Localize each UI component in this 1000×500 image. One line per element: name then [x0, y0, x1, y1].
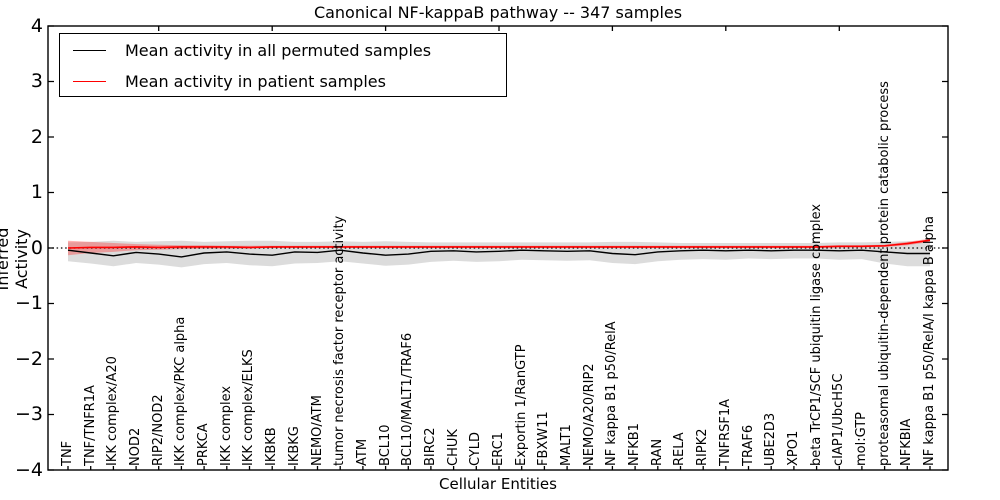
x-tick-label: mol:GTP: [853, 412, 869, 466]
y-tick-label: 2: [30, 125, 43, 148]
legend-item-permuted: Mean activity in all permuted samples: [60, 35, 506, 65]
x-tick-label: IKK complex/ELKS: [241, 349, 257, 466]
x-tick-label: XPO1: [785, 430, 801, 466]
x-tick-label: ATM: [354, 438, 370, 466]
x-tick-label: RIPK2: [695, 428, 711, 466]
x-tick-label: NEMO/ATM: [309, 395, 325, 466]
chart-title: Canonical NF-kappaB pathway -- 347 sampl…: [313, 3, 683, 22]
permuted-mean-line: [67, 249, 930, 258]
x-tick-label: TNFRSF1A: [717, 398, 733, 466]
x-tick-label: RIP2/NOD2: [150, 394, 166, 466]
y-tick-label: 4: [30, 14, 43, 37]
x-tick-label: NOD2: [128, 427, 144, 466]
x-tick-label: IKK complex: [218, 385, 234, 466]
x-tick-label: MALT1: [559, 424, 575, 466]
axis-ticks: [48, 25, 948, 471]
legend-item-patient: Mean activity in patient samples: [60, 66, 506, 96]
x-axis-label: Cellular Entities: [439, 475, 557, 493]
x-tick-label: NF kappa B1 p50/RelA/I kappa B alpha: [922, 216, 937, 466]
x-tick-label: RAN: [649, 438, 665, 466]
y-tick-label: −4: [14, 458, 43, 481]
y-tick-label: 3: [30, 70, 43, 92]
x-tick-label: NEMO/A20/RIP2: [581, 363, 597, 466]
x-tick-label: IKBKG: [286, 426, 302, 466]
y-tick-label: −2: [14, 347, 43, 370]
y-tick-label: 1: [30, 181, 43, 203]
legend-line-patient-icon: [73, 80, 106, 82]
x-tick-label: Exportin 1/RanGTP: [513, 344, 529, 466]
x-tick-label: proteasomal ubiquitin-dependent protein …: [876, 81, 892, 466]
y-tick-label: −3: [14, 403, 43, 425]
x-tick-label: ERC1: [491, 432, 506, 466]
legend: Mean activity in all permuted samples Me…: [59, 33, 507, 97]
y-tick-label: 0: [30, 236, 43, 259]
x-tick-label: CHUK: [445, 429, 461, 466]
x-tick-label: TNF: [60, 440, 75, 466]
x-tick-label: BCL10: [377, 424, 393, 466]
x-tick-label: IKK complex/A20: [105, 356, 121, 466]
x-tick-label: beta TrCP1/SCF ubiquitin ligase complex: [808, 203, 824, 466]
x-tick-label: TRAF6: [740, 424, 756, 466]
x-tick-label: RELA: [672, 432, 688, 466]
x-tick-label: IKK complex/PKC alpha: [173, 316, 189, 466]
x-tick-label: PRKCA: [196, 423, 212, 466]
x-tick-label: FBXW11: [536, 411, 552, 466]
x-tick-label: cIAP1/UbcH5C: [831, 373, 847, 466]
legend-label-permuted: Mean activity in all permuted samples: [125, 40, 432, 60]
patient-mean-line: [67, 239, 931, 249]
x-tick-label: tumor necrosis factor receptor activity: [332, 215, 348, 466]
legend-label-patient: Mean activity in patient samples: [125, 71, 386, 91]
x-tick-label: UBE2D3: [763, 412, 779, 466]
x-tick-label: BCL10/MALT1/TRAF6: [400, 332, 416, 466]
legend-line-permuted-icon: [73, 49, 106, 51]
y-tick-label: −1: [14, 292, 43, 314]
x-tick-label: NF kappa B1 p50/RelA: [604, 321, 620, 466]
x-tick-label: IKBKB: [264, 427, 280, 466]
x-tick-label: NFKBIA: [899, 418, 915, 466]
x-tick-label: CYLD: [468, 431, 484, 466]
x-tick-label: NFKB1: [627, 423, 643, 466]
x-tick-label: BIRC2: [422, 427, 438, 467]
x-tick-label: TNF/TNFR1A: [82, 385, 98, 466]
